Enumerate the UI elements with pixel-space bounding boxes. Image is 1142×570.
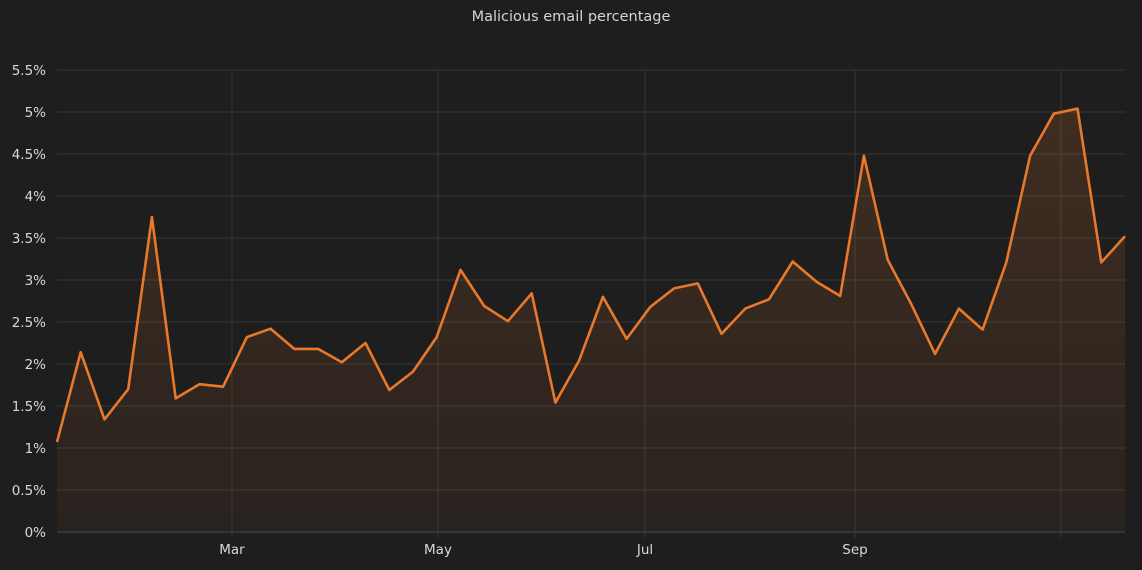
data-point: [364, 341, 368, 345]
data-point: [458, 268, 462, 272]
data-point: [1123, 234, 1127, 238]
data-point: [530, 291, 534, 295]
data-point: [791, 260, 795, 264]
data-point: [886, 258, 890, 262]
data-point: [150, 215, 154, 219]
data-point: [743, 307, 747, 311]
y-tick-label: 3.5%: [12, 231, 46, 247]
data-point: [933, 352, 937, 356]
y-axis: 0% 0.5% 1% 1.5% 2% 2.5% 3% 3.5% 4% 4.5% 5% 5.5%: [12, 63, 46, 541]
data-point: [1028, 154, 1032, 158]
data-point: [862, 154, 866, 158]
data-point: [1004, 260, 1008, 264]
data-point: [814, 280, 818, 284]
data-point: [411, 370, 415, 374]
y-tick-label: 4%: [25, 189, 47, 205]
data-point: [1076, 107, 1080, 111]
data-point: [696, 281, 700, 285]
y-tick-label: 5.5%: [12, 63, 46, 79]
data-point: [221, 385, 225, 389]
chart-title: Malicious email percentage: [471, 9, 671, 25]
data-point: [316, 347, 320, 351]
data-point: [957, 307, 961, 311]
y-tick-label: 0.5%: [12, 483, 46, 499]
data-point: [625, 337, 629, 341]
data-point: [838, 294, 842, 298]
y-tick-label: 4.5%: [12, 147, 46, 163]
data-point: [292, 347, 296, 351]
data-point: [79, 350, 83, 354]
y-tick-label: 1%: [25, 441, 47, 457]
data-point: [340, 360, 344, 364]
y-tick-label: 2.5%: [12, 315, 46, 331]
data-point: [577, 359, 581, 363]
data-point: [482, 304, 486, 308]
data-point: [506, 319, 510, 323]
x-tick-label: Jul: [636, 542, 653, 558]
data-point: [1052, 112, 1056, 116]
x-tick-label: May: [424, 542, 452, 558]
x-tick-label: Mar: [219, 542, 245, 558]
data-point: [387, 388, 391, 392]
data-point: [672, 286, 676, 290]
y-tick-label: 5%: [25, 105, 47, 121]
data-point: [767, 297, 771, 301]
data-point: [909, 302, 913, 306]
data-point: [1099, 260, 1103, 264]
data-point: [648, 305, 652, 309]
data-point: [981, 328, 985, 332]
y-tick-label: 0%: [25, 525, 47, 541]
data-point: [174, 396, 178, 400]
data-point: [553, 401, 557, 405]
data-point: [126, 387, 130, 391]
data-point: [435, 335, 439, 339]
series-line: [55, 107, 1126, 443]
x-axis: Mar May Jul Sep: [219, 542, 867, 558]
data-point: [601, 295, 605, 299]
y-tick-label: 1.5%: [12, 399, 46, 415]
y-tick-label: 3%: [25, 273, 47, 289]
data-point: [245, 335, 249, 339]
data-point: [102, 417, 106, 421]
data-point: [197, 382, 201, 386]
data-point: [720, 332, 724, 336]
y-tick-label: 2%: [25, 357, 47, 373]
series-area-fill: [57, 108, 1125, 532]
data-point: [55, 440, 59, 444]
x-tick-label: Sep: [842, 542, 867, 558]
data-point: [269, 327, 273, 331]
